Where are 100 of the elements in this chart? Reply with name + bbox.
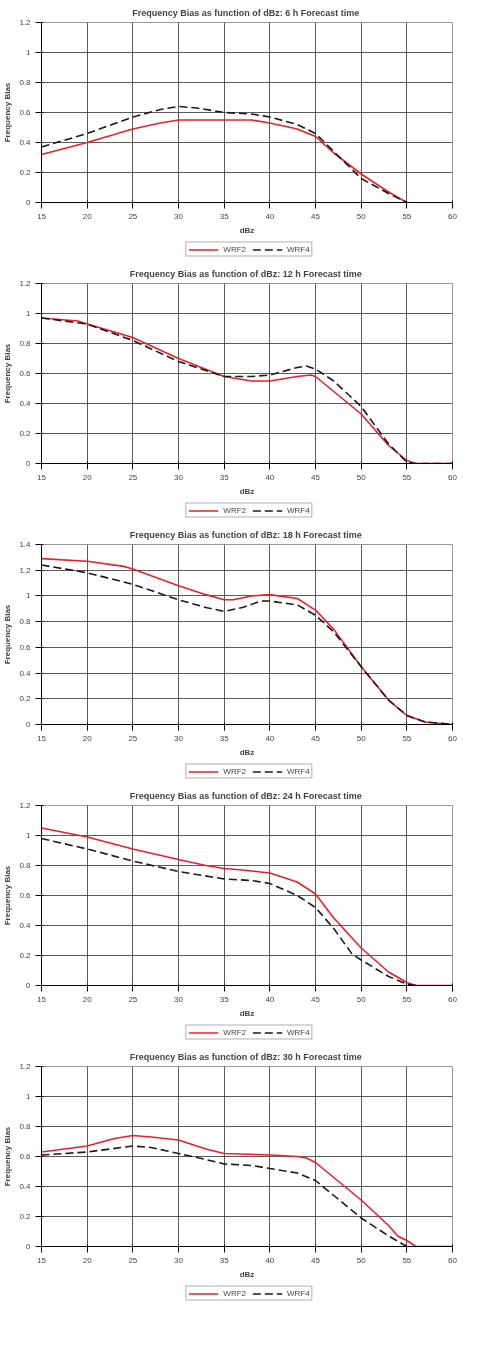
x-tick-label: 45 [311,211,321,221]
x-tick-label: 55 [402,472,412,482]
x-tick-label: 50 [356,733,367,743]
x-tick-label: 40 [265,472,275,482]
legend-label: WRF4 [287,244,310,254]
y-tick-label: 1.2 [19,565,32,575]
x-tick-label: 15 [37,994,47,1004]
y-tick-label: 1 [26,309,32,318]
x-tick-label: 40 [265,1255,275,1265]
y-tick-label: 1 [26,591,32,601]
chart-title: Frequency Bias as function of dBz: 24 h Forecast time [129,790,362,801]
y-tick-label: 1.2 [19,18,32,27]
legend-label: WRF4 [287,1288,310,1298]
x-tick-label: 55 [402,733,412,743]
y-axis-title: Frequency Bias [3,343,13,404]
y-axis-title: Frequency Bias [3,604,13,665]
x-axis-title: dBz [239,1269,255,1279]
x-tick-label: 35 [219,994,230,1004]
x-tick-label: 60 [448,994,458,1004]
legend-label: WRF4 [287,766,310,776]
y-tick-label: 0.4 [19,921,32,930]
x-tick-label: 60 [448,733,458,743]
x-tick-label: 35 [219,1255,230,1265]
legend-label: WRF2 [223,1288,246,1298]
x-tick-label: 60 [448,472,458,482]
x-tick-label: 50 [356,472,367,482]
x-tick-label: 50 [356,994,367,1004]
x-tick-label: 30 [174,1255,184,1265]
y-tick-label: 0.2 [19,694,32,704]
y-tick-label: 1 [26,1092,32,1101]
x-tick-label: 20 [82,733,93,743]
x-tick-label: 50 [356,1255,367,1265]
y-tick-label: 1.4 [19,540,32,549]
x-tick-label: 40 [265,733,275,743]
chart-title: Frequency Bias as function of dBz: 6 h Forecast time [132,7,360,18]
x-axis-title: dBz [239,486,255,496]
x-tick-label: 55 [402,994,412,1004]
y-tick-label: 1 [26,831,32,840]
x-tick-label: 45 [311,994,321,1004]
y-axis-title: Frequency Bias [3,865,13,926]
x-tick-label: 25 [128,211,138,221]
y-tick-label: 0.8 [19,78,32,87]
y-tick-label: 0.2 [19,429,32,438]
x-tick-label: 15 [37,733,47,743]
y-tick-label: 0.6 [19,891,32,900]
x-axis-title: dBz [239,225,255,235]
y-tick-label: 0 [26,1242,32,1251]
x-tick-label: 35 [219,472,230,482]
x-tick-label: 15 [37,211,47,221]
y-tick-label: 0.6 [19,642,32,652]
y-tick-label: 0.4 [19,138,32,147]
y-tick-label: 0 [26,981,32,990]
y-tick-label: 0.8 [19,861,32,870]
x-tick-label: 30 [174,211,184,221]
x-tick-label: 30 [174,994,184,1004]
x-tick-label: 40 [265,994,275,1004]
x-tick-label: 55 [402,211,412,221]
y-tick-label: 0.6 [19,108,32,117]
line-series [41,1145,408,1247]
chart-title: Frequency Bias as function of dBz: 18 h Forecast time [129,529,362,540]
y-tick-label: 1.2 [19,801,32,810]
y-tick-label: 1.2 [19,1062,32,1071]
x-tick-label: 35 [219,733,230,743]
x-tick-label: 30 [174,472,184,482]
y-tick-label: 0.6 [19,1152,32,1161]
legend-label: WRF4 [287,1027,310,1037]
x-tick-label: 25 [128,994,138,1004]
x-tick-label: 60 [448,211,458,221]
y-tick-label: 0.8 [19,1122,32,1131]
x-tick-label: 25 [128,472,138,482]
y-axis-title: Frequency Bias [3,1126,13,1187]
y-tick-label: 0.2 [19,168,32,177]
legend-label: WRF2 [223,766,246,776]
y-tick-label: 0.6 [19,369,32,378]
x-tick-label: 15 [37,1255,47,1265]
chart-title: Frequency Bias as function of dBz: 12 h Forecast time [129,268,362,279]
x-tick-label: 35 [219,211,230,221]
chart-title: Frequency Bias as function of dBz: 30 h Forecast time [129,1051,362,1062]
legend-label: WRF2 [223,244,246,254]
x-tick-label: 45 [311,472,321,482]
x-tick-label: 50 [356,211,367,221]
y-tick-label: 0 [26,198,32,207]
y-tick-label: 0.2 [19,1212,32,1221]
y-tick-label: 0.4 [19,399,32,408]
y-tick-label: 1.2 [19,279,32,288]
x-tick-label: 20 [82,211,93,221]
y-tick-label: 0 [26,720,32,729]
legend-label: WRF2 [223,505,246,515]
y-tick-label: 0.2 [19,951,32,960]
y-tick-label: 0.8 [19,617,32,627]
x-tick-label: 20 [82,472,93,482]
x-tick-label: 25 [128,733,138,743]
x-tick-label: 25 [128,1255,138,1265]
y-axis-title: Frequency Bias [3,82,13,143]
y-tick-label: 0.4 [19,668,32,678]
x-axis-title: dBz [239,1008,255,1018]
x-tick-label: 30 [174,733,184,743]
y-tick-label: 0.4 [19,1182,32,1191]
y-tick-label: 1 [26,48,32,57]
x-tick-label: 55 [402,1255,412,1265]
